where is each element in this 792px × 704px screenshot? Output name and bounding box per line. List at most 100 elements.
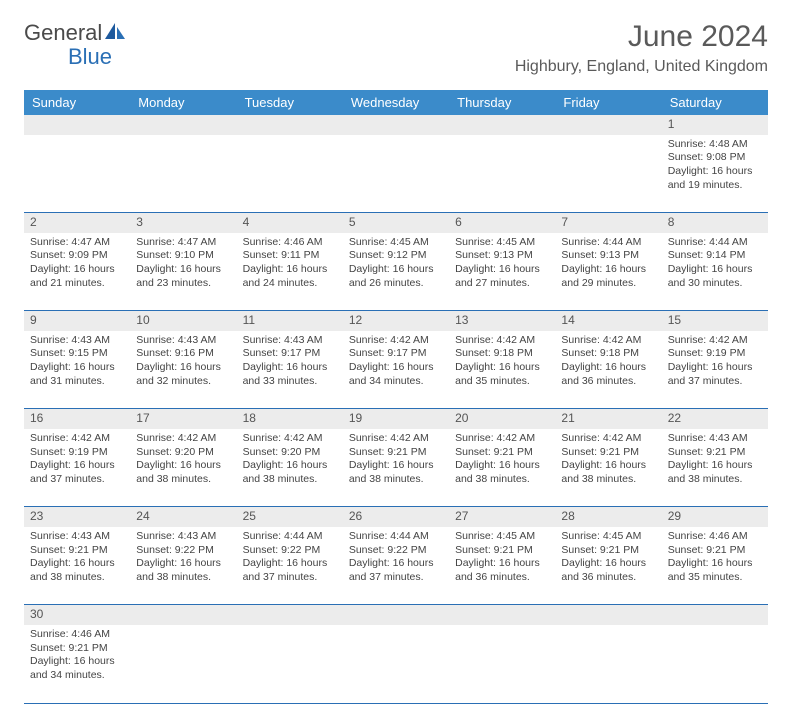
daynum-cell: 7 <box>555 213 661 233</box>
day-cell <box>237 625 343 703</box>
sunset-text: Sunset: 9:22 PM <box>349 544 443 558</box>
day-number: 6 <box>455 215 462 229</box>
sunset-text: Sunset: 9:21 PM <box>30 544 124 558</box>
daynum-cell <box>343 605 449 625</box>
day-cell: Sunrise: 4:42 AMSunset: 9:21 PMDaylight:… <box>555 429 661 507</box>
day-header: Wednesday <box>343 90 449 115</box>
daylight-text: and 38 minutes. <box>561 473 655 487</box>
sunset-text: Sunset: 9:17 PM <box>349 347 443 361</box>
month-title: June 2024 <box>515 20 768 54</box>
daynum-cell <box>343 115 449 135</box>
day-number: 23 <box>30 509 43 523</box>
daylight-text: Daylight: 16 hours <box>455 263 549 277</box>
week-row: Sunrise: 4:48 AMSunset: 9:08 PMDaylight:… <box>24 135 768 213</box>
week-row: Sunrise: 4:43 AMSunset: 9:15 PMDaylight:… <box>24 331 768 409</box>
sunset-text: Sunset: 9:21 PM <box>668 544 762 558</box>
day-number: 12 <box>349 313 362 327</box>
day-cell: Sunrise: 4:47 AMSunset: 9:09 PMDaylight:… <box>24 233 130 311</box>
daynum-cell: 11 <box>237 311 343 331</box>
day-cell: Sunrise: 4:42 AMSunset: 9:21 PMDaylight:… <box>449 429 555 507</box>
daynum-cell <box>662 605 768 625</box>
day-number: 16 <box>30 411 43 425</box>
daynum-cell: 19 <box>343 409 449 429</box>
daynum-cell: 6 <box>449 213 555 233</box>
sunset-text: Sunset: 9:16 PM <box>136 347 230 361</box>
daynum-cell: 20 <box>449 409 555 429</box>
sunset-text: Sunset: 9:21 PM <box>455 446 549 460</box>
daylight-text: and 37 minutes. <box>349 571 443 585</box>
day-header: Thursday <box>449 90 555 115</box>
daynum-cell: 14 <box>555 311 661 331</box>
day-cell: Sunrise: 4:42 AMSunset: 9:17 PMDaylight:… <box>343 331 449 409</box>
logo-text-part1: General <box>24 20 102 46</box>
daylight-text: and 38 minutes. <box>136 571 230 585</box>
day-cell: Sunrise: 4:45 AMSunset: 9:21 PMDaylight:… <box>449 527 555 605</box>
sunrise-text: Sunrise: 4:47 AM <box>136 236 230 250</box>
daylight-text: and 38 minutes. <box>668 473 762 487</box>
daylight-text: and 24 minutes. <box>243 277 337 291</box>
daynum-cell <box>555 605 661 625</box>
day-number: 26 <box>349 509 362 523</box>
daylight-text: Daylight: 16 hours <box>561 459 655 473</box>
daynum-row: 2345678 <box>24 213 768 233</box>
daynum-cell: 22 <box>662 409 768 429</box>
day-cell: Sunrise: 4:43 AMSunset: 9:16 PMDaylight:… <box>130 331 236 409</box>
day-cell: Sunrise: 4:44 AMSunset: 9:13 PMDaylight:… <box>555 233 661 311</box>
daylight-text: and 36 minutes. <box>561 375 655 389</box>
sunset-text: Sunset: 9:14 PM <box>668 249 762 263</box>
sunrise-text: Sunrise: 4:45 AM <box>455 530 549 544</box>
daylight-text: Daylight: 16 hours <box>30 459 124 473</box>
day-cell: Sunrise: 4:44 AMSunset: 9:14 PMDaylight:… <box>662 233 768 311</box>
sunset-text: Sunset: 9:17 PM <box>243 347 337 361</box>
day-cell: Sunrise: 4:44 AMSunset: 9:22 PMDaylight:… <box>343 527 449 605</box>
daylight-text: and 38 minutes. <box>349 473 443 487</box>
day-header: Saturday <box>662 90 768 115</box>
daylight-text: Daylight: 16 hours <box>668 263 762 277</box>
sunset-text: Sunset: 9:19 PM <box>668 347 762 361</box>
sunset-text: Sunset: 9:22 PM <box>243 544 337 558</box>
day-number: 4 <box>243 215 250 229</box>
sunset-text: Sunset: 9:21 PM <box>561 446 655 460</box>
sunrise-text: Sunrise: 4:42 AM <box>243 432 337 446</box>
daynum-cell: 25 <box>237 507 343 527</box>
day-cell <box>130 135 236 213</box>
day-header: Tuesday <box>237 90 343 115</box>
day-number: 11 <box>243 313 255 327</box>
daylight-text: Daylight: 16 hours <box>243 557 337 571</box>
daylight-text: Daylight: 16 hours <box>668 165 762 179</box>
daynum-cell: 9 <box>24 311 130 331</box>
day-cell: Sunrise: 4:46 AMSunset: 9:11 PMDaylight:… <box>237 233 343 311</box>
sunrise-text: Sunrise: 4:44 AM <box>668 236 762 250</box>
daylight-text: and 37 minutes. <box>30 473 124 487</box>
title-block: June 2024 Highbury, England, United King… <box>515 20 768 76</box>
daylight-text: and 27 minutes. <box>455 277 549 291</box>
day-number: 3 <box>136 215 143 229</box>
day-cell <box>449 135 555 213</box>
daylight-text: and 38 minutes. <box>455 473 549 487</box>
daynum-cell: 21 <box>555 409 661 429</box>
daynum-cell: 16 <box>24 409 130 429</box>
sunrise-text: Sunrise: 4:45 AM <box>561 530 655 544</box>
sunset-text: Sunset: 9:20 PM <box>136 446 230 460</box>
daynum-cell <box>237 605 343 625</box>
daynum-row: 30 <box>24 605 768 625</box>
week-row: Sunrise: 4:46 AMSunset: 9:21 PMDaylight:… <box>24 625 768 703</box>
daynum-cell: 29 <box>662 507 768 527</box>
sunrise-text: Sunrise: 4:45 AM <box>349 236 443 250</box>
day-number: 17 <box>136 411 149 425</box>
day-cell <box>555 625 661 703</box>
daylight-text: Daylight: 16 hours <box>561 263 655 277</box>
sunset-text: Sunset: 9:12 PM <box>349 249 443 263</box>
daylight-text: and 34 minutes. <box>349 375 443 389</box>
day-cell: Sunrise: 4:43 AMSunset: 9:21 PMDaylight:… <box>662 429 768 507</box>
sunrise-text: Sunrise: 4:42 AM <box>349 334 443 348</box>
daylight-text: and 36 minutes. <box>561 571 655 585</box>
page-header: General June 2024 Highbury, England, Uni… <box>24 20 768 76</box>
day-cell: Sunrise: 4:45 AMSunset: 9:21 PMDaylight:… <box>555 527 661 605</box>
daylight-text: Daylight: 16 hours <box>136 361 230 375</box>
day-number: 18 <box>243 411 256 425</box>
day-header-row: Sunday Monday Tuesday Wednesday Thursday… <box>24 90 768 115</box>
sunset-text: Sunset: 9:21 PM <box>668 446 762 460</box>
sunset-text: Sunset: 9:15 PM <box>30 347 124 361</box>
daylight-text: and 29 minutes. <box>561 277 655 291</box>
